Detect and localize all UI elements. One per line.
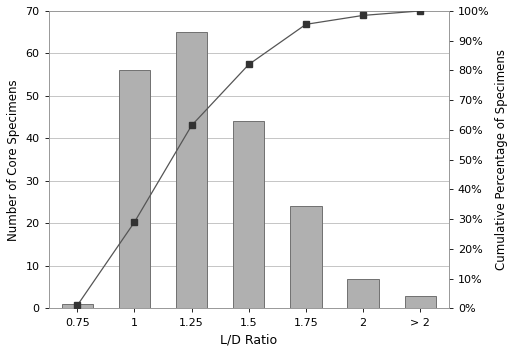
Bar xyxy=(348,279,379,309)
Bar xyxy=(290,207,322,309)
Bar xyxy=(233,121,265,309)
X-axis label: L/D Ratio: L/D Ratio xyxy=(220,333,277,346)
Bar xyxy=(176,32,208,309)
Y-axis label: Cumulative Percentage of Specimens: Cumulative Percentage of Specimens xyxy=(495,49,508,270)
Bar xyxy=(61,304,93,309)
Bar xyxy=(118,71,150,309)
Bar xyxy=(405,296,436,309)
Y-axis label: Number of Core Specimens: Number of Core Specimens xyxy=(7,79,20,240)
